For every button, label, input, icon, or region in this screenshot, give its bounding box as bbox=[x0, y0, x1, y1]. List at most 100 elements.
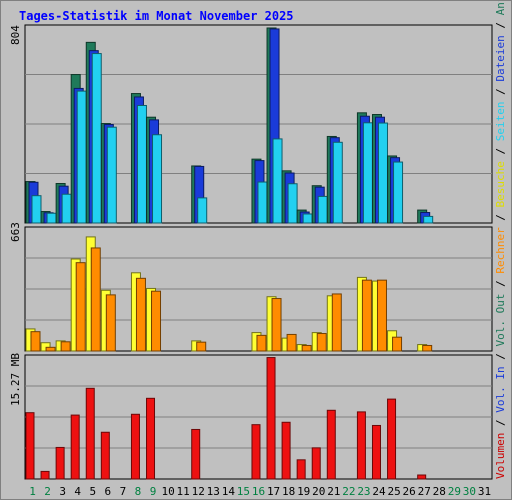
bottom-bar-volumen-day-20 bbox=[311, 447, 321, 480]
top-bar-seiten-day-23 bbox=[362, 122, 373, 224]
middle-panel-max-label: 663 bbox=[9, 222, 22, 242]
x-tick-label-day-27: 27 bbox=[418, 485, 431, 498]
top-bar-seiten-day-16 bbox=[257, 181, 268, 224]
x-tick-label-day-1: 1 bbox=[29, 485, 36, 498]
right-legend-part-8: Besuche bbox=[494, 161, 507, 207]
middle-bar-rechner-day-21 bbox=[331, 293, 342, 352]
middle-bar-rechner-day-19 bbox=[301, 344, 312, 352]
top-bar-seiten-day-24 bbox=[377, 122, 388, 224]
top-bar-seiten-day-18 bbox=[287, 183, 298, 224]
right-legend-part-10: Seiten bbox=[494, 101, 507, 141]
bottom-bar-volumen-day-5 bbox=[85, 387, 95, 480]
middle-bar-rechner-day-8 bbox=[135, 277, 146, 352]
middle-bar-rechner-day-23 bbox=[361, 279, 372, 352]
top-bar-seiten-day-6 bbox=[106, 126, 117, 224]
x-tick-label-day-24: 24 bbox=[372, 485, 386, 498]
top-bar-seiten-day-2 bbox=[46, 212, 57, 224]
top-bar-seiten-day-12 bbox=[197, 197, 208, 224]
x-tick-label-day-19: 19 bbox=[297, 485, 310, 498]
bottom-bar-volumen-day-24 bbox=[371, 424, 381, 480]
middle-bar-rechner-day-4 bbox=[75, 262, 86, 352]
x-tick-label-day-9: 9 bbox=[150, 485, 157, 498]
right-legend-part-3: / bbox=[494, 347, 507, 367]
bottom-bar-volumen-day-4 bbox=[70, 414, 80, 480]
top-bar-seiten-day-5 bbox=[91, 53, 102, 224]
x-tick-label-day-6: 6 bbox=[105, 485, 112, 498]
x-tick-label-day-21: 21 bbox=[327, 485, 340, 498]
middle-bar-rechner-day-3 bbox=[60, 341, 71, 352]
x-tick-label-day-4: 4 bbox=[74, 485, 81, 498]
bottom-bar-volumen-day-23 bbox=[356, 411, 366, 480]
x-tick-label-day-8: 8 bbox=[135, 485, 142, 498]
x-tick-label-day-12: 12 bbox=[192, 485, 205, 498]
x-tick-label-day-14: 14 bbox=[222, 485, 236, 498]
bottom-bar-volumen-day-27 bbox=[417, 474, 427, 480]
x-tick-label-day-22: 22 bbox=[342, 485, 355, 498]
x-tick-label-day-13: 13 bbox=[207, 485, 220, 498]
bottom-bar-volumen-day-17 bbox=[266, 357, 276, 480]
right-legend-part-12: Dateien bbox=[494, 35, 507, 81]
middle-bar-rechner-day-17 bbox=[271, 298, 282, 352]
right-legend-part-2: Vol. In bbox=[494, 366, 507, 412]
x-tick-label-day-28: 28 bbox=[433, 485, 446, 498]
x-tick-label-day-5: 5 bbox=[89, 485, 96, 498]
x-tick-label-day-7: 7 bbox=[120, 485, 127, 498]
right-legend-part-0: Volumen bbox=[494, 433, 507, 479]
x-tick-label-day-15: 15 bbox=[237, 485, 250, 498]
middle-bar-rechner-day-5 bbox=[90, 247, 101, 352]
bottom-bar-volumen-day-1 bbox=[25, 412, 35, 480]
right-legend-part-13: / bbox=[494, 15, 507, 35]
x-tick-label-day-20: 20 bbox=[312, 485, 325, 498]
top-bar-seiten-day-25 bbox=[393, 161, 404, 224]
x-tick-label-day-11: 11 bbox=[177, 485, 190, 498]
bottom-bar-volumen-day-8 bbox=[130, 413, 140, 480]
x-tick-label-day-2: 2 bbox=[44, 485, 51, 498]
middle-bar-rechner-day-12 bbox=[196, 341, 207, 352]
chart-title: Tages-Statistik im Monat November 2025 bbox=[19, 9, 294, 23]
top-bar-seiten-day-9 bbox=[152, 134, 163, 224]
top-bar-seiten-day-19 bbox=[302, 213, 313, 224]
top-bar-seiten-day-3 bbox=[61, 193, 72, 224]
x-tick-label-day-17: 17 bbox=[267, 485, 280, 498]
x-tick-label-day-31: 31 bbox=[478, 485, 491, 498]
top-bar-seiten-day-17 bbox=[272, 138, 283, 224]
top-bar-seiten-day-1 bbox=[31, 195, 42, 224]
x-tick-label-day-10: 10 bbox=[161, 485, 174, 498]
middle-bar-rechner-day-6 bbox=[105, 294, 116, 352]
top-bar-seiten-day-21 bbox=[332, 141, 343, 224]
top-bar-seiten-day-8 bbox=[136, 104, 147, 224]
right-legend-part-11: / bbox=[494, 82, 507, 102]
right-legend-part-6: Rechner bbox=[494, 227, 507, 274]
x-tick-label-day-30: 30 bbox=[463, 485, 476, 498]
top-panel-max-label: 804 bbox=[9, 25, 22, 45]
x-tick-label-day-3: 3 bbox=[59, 485, 66, 498]
bottom-bar-volumen-day-12 bbox=[191, 428, 201, 480]
right-legend-label: Volumen / Vol. In / Vol. Out / Rechner /… bbox=[494, 1, 507, 479]
x-tick-label-day-18: 18 bbox=[282, 485, 295, 498]
bottom-panel-max-label: 15.27 MB bbox=[9, 353, 22, 406]
bottom-bar-volumen-day-25 bbox=[387, 398, 397, 480]
top-bar-seiten-day-4 bbox=[76, 90, 87, 224]
right-legend-part-1: / bbox=[494, 413, 507, 433]
middle-bar-rechner-day-25 bbox=[392, 336, 403, 352]
middle-bar-rechner-day-18 bbox=[286, 333, 297, 352]
top-bar-seiten-day-27 bbox=[423, 215, 434, 224]
right-legend-part-14: Anfragen bbox=[494, 1, 507, 15]
right-legend-part-7: / bbox=[494, 207, 507, 227]
middle-bar-rechner-day-9 bbox=[151, 290, 162, 352]
x-tick-label-day-29: 29 bbox=[448, 485, 461, 498]
x-tick-label-day-25: 25 bbox=[387, 485, 400, 498]
x-tick-label-day-23: 23 bbox=[357, 485, 370, 498]
middle-bar-rechner-day-2 bbox=[45, 346, 56, 352]
right-legend-part-9: / bbox=[494, 141, 507, 161]
bottom-bar-volumen-day-21 bbox=[326, 409, 336, 480]
bottom-bar-volumen-day-9 bbox=[146, 397, 156, 480]
middle-bar-rechner-day-27 bbox=[422, 344, 433, 352]
x-tick-label-day-26: 26 bbox=[403, 485, 416, 498]
right-legend-part-4: Vol. Out bbox=[494, 294, 507, 347]
top-bar-seiten-day-20 bbox=[317, 195, 328, 224]
bottom-bar-volumen-day-2 bbox=[40, 470, 50, 480]
middle-bar-rechner-day-1 bbox=[30, 331, 41, 352]
